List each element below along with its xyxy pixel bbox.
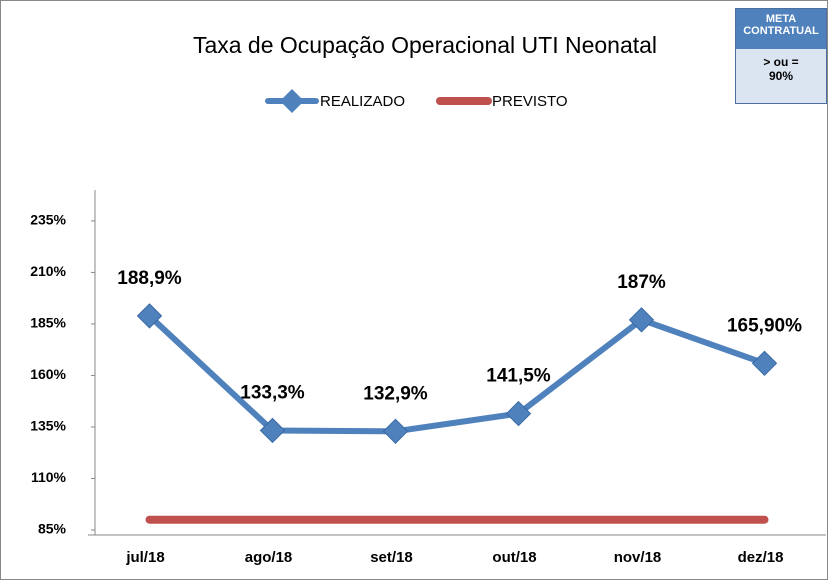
y-tick-label: 185% xyxy=(30,315,66,331)
legend-label: PREVISTO xyxy=(492,93,568,110)
series-line xyxy=(146,312,768,435)
y-tick-label: 210% xyxy=(30,263,66,279)
chart-title: Taxa de Ocupação Operacional UTI Neonata… xyxy=(193,32,657,58)
data-label: 188,9% xyxy=(117,268,182,289)
y-tick-label: 235% xyxy=(30,212,66,228)
point-marker xyxy=(259,417,286,444)
meta-text: > ou = 90% xyxy=(736,49,826,103)
point-marker xyxy=(505,400,532,427)
x-tick-label: dez/18 xyxy=(738,549,784,566)
legend-marker xyxy=(280,89,304,113)
y-tick-label: 160% xyxy=(30,366,66,382)
y-tick-label: 110% xyxy=(31,469,67,485)
data-label: 165,90% xyxy=(727,315,802,336)
data-label: 187% xyxy=(617,272,666,293)
x-tick-label: jul/18 xyxy=(125,549,164,566)
point-marker xyxy=(628,307,655,333)
meta-box: META CONTRATUAL > ou = 90% xyxy=(735,8,827,104)
legend-label: REALIZADO xyxy=(320,93,405,110)
data-label: 132,9% xyxy=(363,383,428,404)
data-label: 141,5% xyxy=(486,366,551,387)
meta-header: META CONTRATUAL xyxy=(736,9,826,49)
data-label: 133,3% xyxy=(240,382,305,403)
point-marker xyxy=(136,303,163,329)
x-tick-label: set/18 xyxy=(370,549,413,566)
point-marker xyxy=(382,418,409,445)
y-tick-label: 85% xyxy=(38,521,67,537)
x-tick-label: out/18 xyxy=(492,549,536,566)
x-tick-label: nov/18 xyxy=(614,549,662,566)
point-marker xyxy=(751,350,778,377)
x-tick-label: ago/18 xyxy=(245,549,293,566)
y-tick-label: 135% xyxy=(30,418,66,434)
